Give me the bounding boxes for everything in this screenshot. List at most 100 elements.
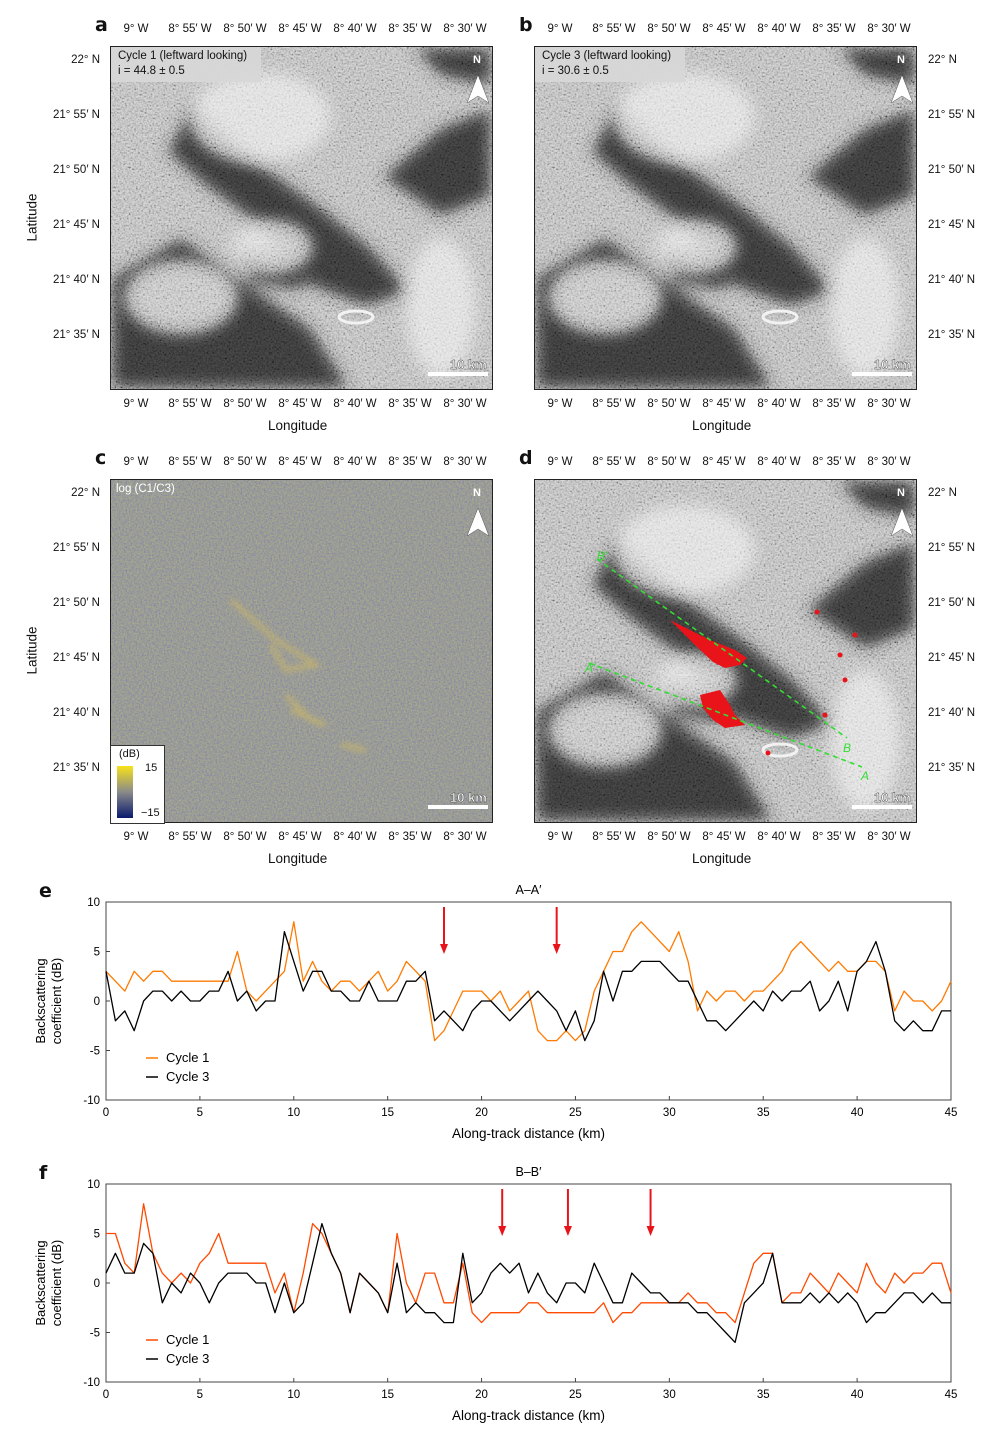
scale-bar	[852, 805, 912, 809]
lat-tick-label: 22° N	[928, 54, 957, 66]
lat-tick-label: 21° 50′ N	[928, 164, 976, 176]
scale-bar-label: 10 km	[450, 357, 487, 372]
y-axis-title: Backscatteringcoefficient (dB)	[33, 958, 64, 1044]
lon-tick-label-bottom: 8° 30′ W	[867, 398, 911, 410]
bright-ring-feature	[761, 742, 799, 758]
bright-ring-feature	[761, 309, 799, 325]
map-panel-b: N 10 km	[534, 46, 917, 390]
chart-title: B–B′	[516, 1165, 543, 1179]
lon-tick-label-top: 8° 45′ W	[702, 456, 746, 468]
satellite-image: N 10 km	[111, 47, 492, 389]
x-tick-label: 30	[663, 1389, 676, 1401]
scale-bar-label: 10 km	[874, 790, 911, 805]
x-axis-title-d: Longitude	[692, 851, 752, 866]
x-tick-label: 15	[381, 1107, 394, 1119]
satellite-image: N 10 km	[535, 47, 916, 389]
lat-tick-label: 21° 40′ N	[52, 274, 100, 286]
chart-e: A–A′ 0 5 10 15 20 25 30 35 40 45 -10 -5 0 5 10 Along-tra…	[33, 883, 957, 1141]
lat-tick-label: 21° 45′ N	[52, 652, 100, 664]
x-tick-label: 35	[757, 1107, 770, 1119]
y-tick-label: 10	[87, 1179, 100, 1191]
lon-tick-label-bottom: 9° W	[123, 398, 149, 410]
caption-cycle: Cycle 3 (leftward looking)	[542, 50, 672, 62]
satellite-image: N 10 km	[111, 480, 492, 822]
lat-tick-label: 21° 55′ N	[928, 542, 976, 554]
lat-tick-label: 21° 40′ N	[928, 274, 976, 286]
lon-tick-label-bottom: 8° 40′ W	[333, 398, 377, 410]
lat-tick-label: 21° 35′ N	[928, 329, 976, 341]
lon-tick-label-top: 8° 45′ W	[702, 23, 746, 35]
north-arrow-icon	[890, 507, 914, 537]
lat-tick-label: 21° 40′ N	[928, 707, 976, 719]
legend-label: Cycle 3	[166, 1069, 209, 1084]
lat-tick-label: 21° 35′ N	[928, 762, 976, 774]
lat-tick-label: 21° 55′ N	[928, 109, 976, 121]
x-tick-label: 20	[475, 1107, 488, 1119]
red-arrow-marker	[440, 907, 448, 954]
profile-lines	[588, 558, 863, 768]
x-tick-label: 40	[851, 1389, 864, 1401]
lat-tick-label: 21° 55′ N	[52, 109, 100, 121]
red-arrow-marker	[563, 1189, 572, 1236]
lon-tick-label-bottom: 9° W	[123, 831, 149, 843]
legend-label: Cycle 1	[166, 1332, 209, 1347]
x-axis-title-a: Longitude	[268, 418, 328, 433]
caption-box-b: Cycle 3 (leftward looking) i = 30.6 ± 0.…	[535, 47, 685, 82]
lon-tick-label-bottom: 8° 55′ W	[592, 831, 636, 843]
satellite-image: B′ B A′ A N 10 km	[535, 480, 916, 822]
lon-tick-label-top: 8° 50′ W	[647, 456, 691, 468]
x-axis-title: Along-track distance (km)	[452, 1408, 605, 1423]
x-tick-label: 25	[569, 1389, 582, 1401]
y-tick-label: -10	[83, 1377, 100, 1389]
y-tick-label: 5	[94, 1229, 100, 1241]
series-line-cycle-1	[106, 1203, 952, 1324]
lon-tick-label-bottom: 8° 45′ W	[278, 398, 322, 410]
lon-tick-label-top: 8° 35′ W	[388, 456, 432, 468]
x-tick-label: 0	[103, 1389, 109, 1401]
y-tick-label: 10	[87, 897, 100, 909]
x-tick-label: 45	[945, 1389, 958, 1401]
lon-tick-label-top: 8° 50′ W	[223, 456, 267, 468]
legend-label: Cycle 3	[166, 1351, 209, 1366]
scale-bar	[428, 372, 488, 376]
lon-tick-label-top: 8° 40′ W	[333, 456, 377, 468]
red-arrow-marker	[498, 1189, 507, 1236]
y-tick-label: -5	[90, 1046, 100, 1058]
lon-tick-label-bottom: 8° 40′ W	[757, 831, 801, 843]
x-tick-label: 30	[663, 1107, 676, 1119]
lon-tick-label-top: 8° 50′ W	[223, 23, 267, 35]
lon-tick-label-top: 9° W	[123, 456, 149, 468]
lon-tick-label-top: 8° 55′ W	[168, 456, 212, 468]
change-features	[229, 598, 367, 753]
north-label: N	[897, 487, 905, 499]
lon-tick-label-top: 8° 45′ W	[278, 456, 322, 468]
lat-tick-label: 21° 35′ N	[52, 762, 100, 774]
scale-bar-label: 10 km	[874, 357, 911, 372]
x-axis-title-b: Longitude	[692, 418, 752, 433]
profile-line-a	[588, 662, 863, 768]
red-arrow-marker	[646, 1189, 655, 1236]
x-tick-label: 10	[287, 1107, 300, 1119]
lon-tick-label-top: 9° W	[123, 23, 149, 35]
profile-label-a-start: A′	[584, 661, 596, 675]
x-tick-label: 40	[851, 1107, 864, 1119]
x-axis-title-c: Longitude	[268, 851, 328, 866]
lon-tick-label-top: 8° 55′ W	[592, 456, 636, 468]
lon-tick-label-top: 8° 35′ W	[812, 456, 856, 468]
profile-line-b	[596, 558, 848, 739]
lon-tick-label-bottom: 9° W	[547, 398, 573, 410]
lon-tick-label-bottom: 8° 40′ W	[757, 398, 801, 410]
y-tick-label: -5	[90, 1328, 100, 1340]
x-axis-title: Along-track distance (km)	[452, 1126, 605, 1141]
lon-tick-label-bottom: 9° W	[547, 831, 573, 843]
caption-box-a: Cycle 1 (leftward looking) i = 44.8 ± 0.…	[111, 47, 261, 82]
lon-tick-label-top: 8° 55′ W	[592, 23, 636, 35]
x-tick-label: 35	[757, 1389, 770, 1401]
y-axis-title-a: Latitude	[24, 193, 40, 242]
lon-tick-label-bottom: 8° 30′ W	[867, 831, 911, 843]
y-tick-label: -10	[83, 1095, 100, 1107]
chart-f: B–B′ 0 5 10 15 20 25 30 35 40 45 -10 -5 0 5 10 Along-tra…	[33, 1165, 958, 1423]
lon-tick-label-top: 8° 50′ W	[647, 23, 691, 35]
caption-incidence: i = 30.6 ± 0.5	[542, 65, 609, 77]
map-panel-c: N 10 km	[110, 479, 493, 823]
